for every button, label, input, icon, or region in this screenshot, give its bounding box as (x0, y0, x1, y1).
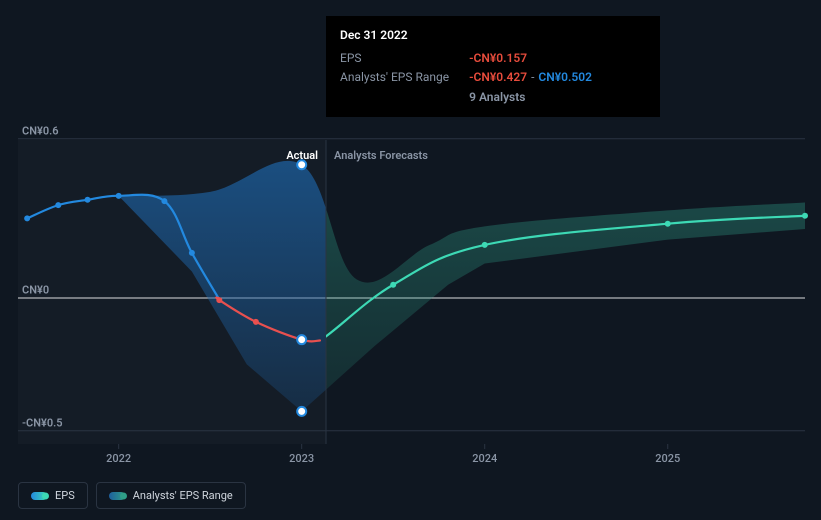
tooltip-date: Dec 31 2022 (340, 26, 646, 45)
legend-swatch-icon (109, 492, 125, 500)
x-axis-label: 2023 (289, 452, 314, 465)
chart-legend: EPS Analysts' EPS Range (18, 482, 246, 509)
legend-item[interactable]: Analysts' EPS Range (96, 482, 246, 509)
eps-forecast-chart: Dec 31 2022 EPS -CN¥0.157 Analysts' EPS … (0, 0, 821, 520)
x-axis-label: 2022 (106, 452, 131, 465)
tooltip-range-high: CN¥0.502 (538, 68, 592, 87)
tooltip-range-low: -CN¥0.427 (469, 68, 527, 87)
legend-swatch-icon (31, 492, 47, 500)
legend-label: Analysts' EPS Range (133, 489, 233, 502)
tooltip-analysts: 9 Analysts (469, 88, 592, 107)
y-axis-label: CN¥0.6 (22, 124, 59, 137)
chart-tooltip: Dec 31 2022 EPS -CN¥0.157 Analysts' EPS … (326, 16, 660, 117)
legend-item[interactable]: EPS (18, 482, 88, 509)
x-axis-label: 2024 (472, 452, 497, 465)
y-axis-label: CN¥0 (22, 284, 49, 297)
tooltip-eps-label: EPS (340, 49, 469, 68)
y-axis-label: -CN¥0.5 (22, 416, 63, 429)
tooltip-range-label: Analysts' EPS Range (340, 68, 469, 87)
section-label-actual: Actual (0, 149, 326, 162)
x-axis-label: 2025 (655, 452, 680, 465)
tooltip-eps-value: -CN¥0.157 (469, 49, 592, 68)
section-label-forecast: Analysts Forecasts (326, 149, 428, 162)
legend-label: EPS (55, 489, 75, 502)
tooltip-range-sep: - (527, 68, 538, 87)
